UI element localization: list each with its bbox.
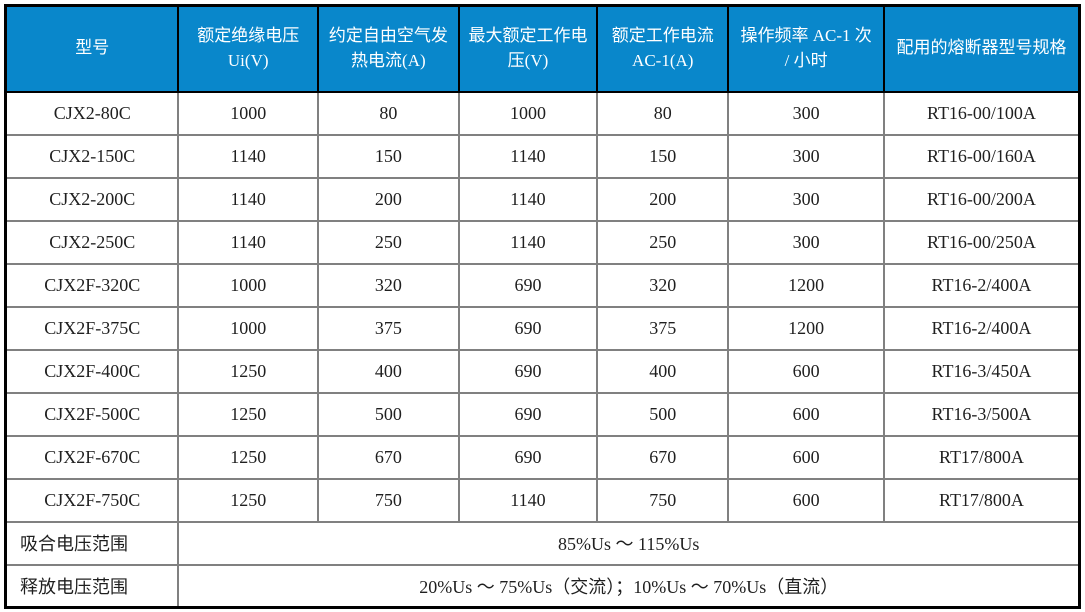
- footer-label: 释放电压范围: [4, 563, 180, 609]
- table-row: CJX2F-320C 1000 320 690 320 1200 RT16-2/400A: [4, 262, 1081, 308]
- header-row: 型号 额定绝缘电压 Ui(V) 约定自由空气发热电流(A) 最大额定工作电压(V) 额定…: [4, 4, 1081, 93]
- value-cell: 80: [596, 90, 730, 136]
- table-row: CJX2-150C 1140 150 1140 150 300 RT16-00/160A: [4, 133, 1081, 179]
- column-header-1: 额定绝缘电压 Ui(V): [177, 4, 320, 93]
- value-cell: 375: [317, 305, 460, 351]
- model-cell: CJX2F-400C: [4, 348, 180, 394]
- value-cell: 80: [317, 90, 460, 136]
- value-cell: 1200: [727, 305, 885, 351]
- value-cell: RT16-00/100A: [882, 90, 1081, 136]
- column-header-6: 配用的熔断器型号规格: [882, 4, 1081, 93]
- model-cell: CJX2-250C: [4, 219, 180, 265]
- value-cell: 690: [457, 348, 599, 394]
- model-cell: CJX2F-320C: [4, 262, 180, 308]
- column-header-2: 约定自由空气发热电流(A): [317, 4, 460, 93]
- model-cell: CJX2F-750C: [4, 477, 180, 523]
- value-cell: 1140: [177, 176, 320, 222]
- table-row: CJX2F-670C 1250 670 690 670 600 RT17/800A: [4, 434, 1081, 480]
- footer-value: 85%Us ～ 115%Us: [177, 520, 1081, 566]
- value-cell: 1140: [457, 477, 599, 523]
- column-header-4: 额定工作电流 AC-1(A): [596, 4, 730, 93]
- model-cell: CJX2F-670C: [4, 434, 180, 480]
- value-cell: 750: [317, 477, 460, 523]
- value-cell: 600: [727, 391, 885, 437]
- value-cell: 1250: [177, 434, 320, 480]
- value-cell: 1200: [727, 262, 885, 308]
- value-cell: 690: [457, 305, 599, 351]
- value-cell: 1250: [177, 391, 320, 437]
- value-cell: 690: [457, 262, 599, 308]
- value-cell: 1140: [177, 219, 320, 265]
- model-cell: CJX2F-375C: [4, 305, 180, 351]
- value-cell: 200: [317, 176, 460, 222]
- value-cell: 1140: [457, 133, 599, 179]
- value-cell: RT16-3/450A: [882, 348, 1081, 394]
- value-cell: 690: [457, 391, 599, 437]
- value-cell: RT16-3/500A: [882, 391, 1081, 437]
- model-cell: CJX2-200C: [4, 176, 180, 222]
- value-cell: 600: [727, 348, 885, 394]
- table-row: CJX2-80C 1000 80 1000 80 300 RT16-00/100A: [4, 90, 1081, 136]
- model-cell: CJX2-150C: [4, 133, 180, 179]
- footer-row: 释放电压范围 20%Us ～ 75%Us（交流）；10%Us ～ 70%Us（直流…: [4, 563, 1081, 609]
- value-cell: 400: [596, 348, 730, 394]
- footer-value: 20%Us ～ 75%Us（交流）；10%Us ～ 70%Us（直流）: [177, 563, 1081, 609]
- value-cell: 300: [727, 219, 885, 265]
- table-row: CJX2F-400C 1250 400 690 400 600 RT16-3/450A: [4, 348, 1081, 394]
- table-header: 型号 额定绝缘电压 Ui(V) 约定自由空气发热电流(A) 最大额定工作电压(V) 额定…: [4, 4, 1081, 93]
- column-header-5: 操作频率 AC-1 次 / 小时: [727, 4, 885, 93]
- value-cell: 690: [457, 434, 599, 480]
- value-cell: 1000: [177, 262, 320, 308]
- value-cell: RT16-00/200A: [882, 176, 1081, 222]
- table-row: CJX2F-500C 1250 500 690 500 600 RT16-3/500A: [4, 391, 1081, 437]
- value-cell: 150: [596, 133, 730, 179]
- value-cell: 400: [317, 348, 460, 394]
- value-cell: 300: [727, 90, 885, 136]
- table-body: CJX2-80C 1000 80 1000 80 300 RT16-00/100A CJX2-…: [4, 90, 1081, 609]
- value-cell: 750: [596, 477, 730, 523]
- table-row: CJX2F-375C 1000 375 690 375 1200 RT16-2/400A: [4, 305, 1081, 351]
- value-cell: 250: [317, 219, 460, 265]
- value-cell: RT17/800A: [882, 434, 1081, 480]
- value-cell: 1000: [177, 305, 320, 351]
- value-cell: 1250: [177, 348, 320, 394]
- value-cell: 500: [596, 391, 730, 437]
- value-cell: 670: [317, 434, 460, 480]
- value-cell: 670: [596, 434, 730, 480]
- table-row: CJX2F-750C 1250 750 1140 750 600 RT17/800A: [4, 477, 1081, 523]
- footer-row: 吸合电压范围 85%Us ～ 115%Us: [4, 520, 1081, 566]
- value-cell: 300: [727, 176, 885, 222]
- value-cell: 300: [727, 133, 885, 179]
- value-cell: 1140: [177, 133, 320, 179]
- value-cell: 500: [317, 391, 460, 437]
- value-cell: 375: [596, 305, 730, 351]
- footer-label: 吸合电压范围: [4, 520, 180, 566]
- value-cell: RT17/800A: [882, 477, 1081, 523]
- value-cell: 150: [317, 133, 460, 179]
- value-cell: RT16-00/250A: [882, 219, 1081, 265]
- value-cell: 1250: [177, 477, 320, 523]
- value-cell: 320: [596, 262, 730, 308]
- model-cell: CJX2F-500C: [4, 391, 180, 437]
- table-row: CJX2-250C 1140 250 1140 250 300 RT16-00/250A: [4, 219, 1081, 265]
- value-cell: 320: [317, 262, 460, 308]
- value-cell: RT16-2/400A: [882, 305, 1081, 351]
- value-cell: RT16-2/400A: [882, 262, 1081, 308]
- value-cell: 1140: [457, 219, 599, 265]
- value-cell: 1140: [457, 176, 599, 222]
- value-cell: 600: [727, 434, 885, 480]
- column-header-3: 最大额定工作电压(V): [457, 4, 599, 93]
- value-cell: 1000: [457, 90, 599, 136]
- value-cell: 600: [727, 477, 885, 523]
- model-cell: CJX2-80C: [4, 90, 180, 136]
- value-cell: 250: [596, 219, 730, 265]
- value-cell: 200: [596, 176, 730, 222]
- column-header-0: 型号: [4, 4, 180, 93]
- value-cell: 1000: [177, 90, 320, 136]
- contactor-spec-table: 型号 额定绝缘电压 Ui(V) 约定自由空气发热电流(A) 最大额定工作电压(V) 额定…: [4, 4, 1081, 609]
- table-row: CJX2-200C 1140 200 1140 200 300 RT16-00/200A: [4, 176, 1081, 222]
- value-cell: RT16-00/160A: [882, 133, 1081, 179]
